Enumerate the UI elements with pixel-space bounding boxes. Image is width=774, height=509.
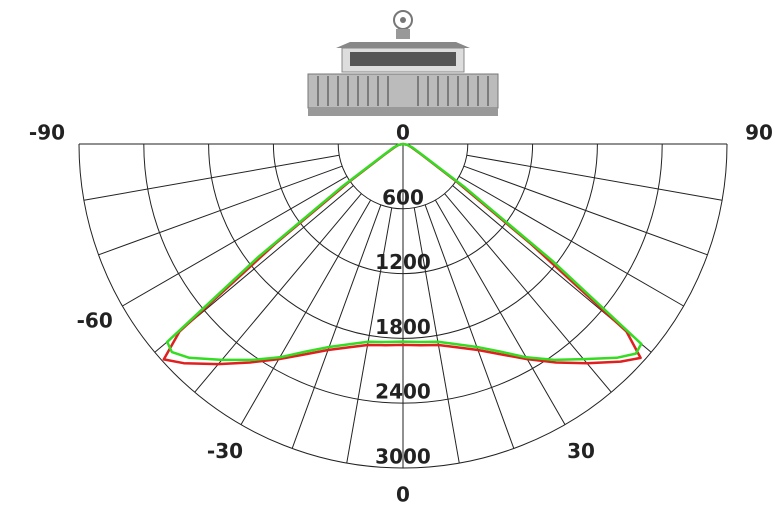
grid-spoke (98, 165, 343, 256)
angle-tick-label: -60 (77, 309, 113, 333)
r-tick-label: 1800 (375, 315, 431, 339)
grid-spoke (83, 154, 340, 201)
grid-spoke (346, 207, 393, 464)
r-tick-label: 2400 (375, 380, 431, 404)
grid-spoke (291, 204, 382, 449)
grid-spoke (122, 175, 348, 307)
grid-spoke (413, 207, 460, 464)
angle-tick-label: 30 (567, 439, 595, 463)
grid-spoke (240, 199, 372, 425)
grid-spoke (463, 165, 708, 256)
angle-tick-label: 90 (745, 121, 773, 145)
grid-spoke (434, 199, 566, 425)
angle-tick-label: 0 (396, 483, 410, 507)
angle-tick-label: 0 (396, 121, 410, 145)
grid-spoke (466, 154, 723, 201)
r-tick-label: 3000 (375, 445, 431, 469)
grid-spoke (424, 204, 515, 449)
intensity-curve (165, 142, 643, 362)
angle-tick-label: -30 (207, 439, 243, 463)
angle-tick-label: -90 (29, 121, 65, 145)
r-tick-label: 1200 (375, 250, 431, 274)
r-tick-label: 600 (382, 185, 424, 209)
luminaire-icon (307, 10, 499, 116)
grid-spoke (458, 175, 684, 307)
